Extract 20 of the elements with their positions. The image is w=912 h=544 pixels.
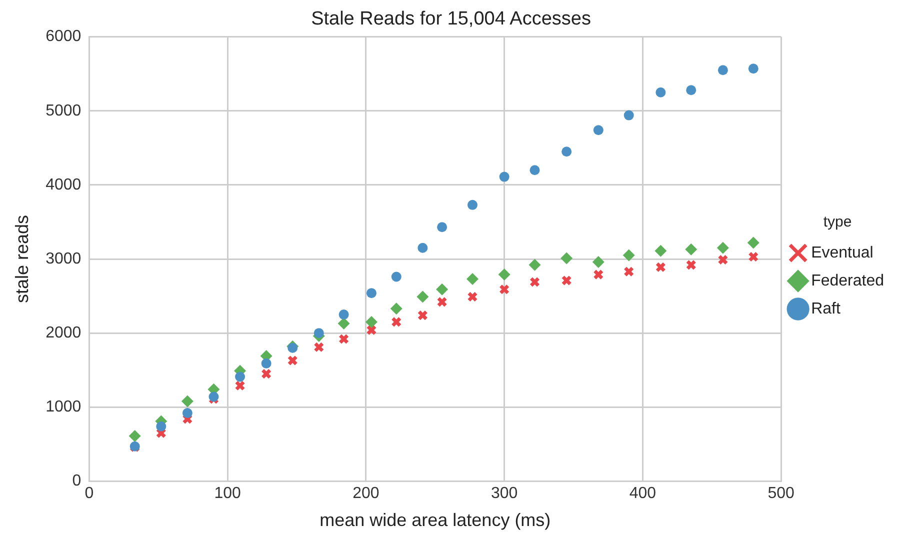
legend-label: Raft (811, 300, 841, 318)
y-tick-label: 3000 (46, 250, 82, 268)
y-tick-label: 2000 (46, 324, 82, 342)
x-tick-label: 0 (84, 485, 94, 502)
legend-label: Federated (811, 272, 884, 290)
y-tick-label: 0 (72, 472, 82, 490)
x-axis-title: mean wide area latency (ms) (320, 510, 551, 530)
x-tick-label: 500 (768, 485, 795, 502)
x-tick-label: 300 (490, 485, 518, 502)
x-tick-label: 200 (352, 485, 380, 502)
y-tick-label: 4000 (46, 176, 82, 194)
legend-label: Eventual (811, 244, 874, 262)
legend-title: type (823, 214, 852, 231)
x-tick-label: 400 (629, 485, 656, 502)
y-tick-label: 5000 (46, 102, 82, 120)
y-tick-label: 1000 (46, 398, 82, 416)
y-tick-label: 6000 (46, 28, 82, 46)
y-axis-title: stale reads (12, 214, 32, 304)
chart-title: Stale Reads for 15,004 Accesses (311, 8, 591, 30)
x-tick-label: 100 (214, 485, 242, 502)
